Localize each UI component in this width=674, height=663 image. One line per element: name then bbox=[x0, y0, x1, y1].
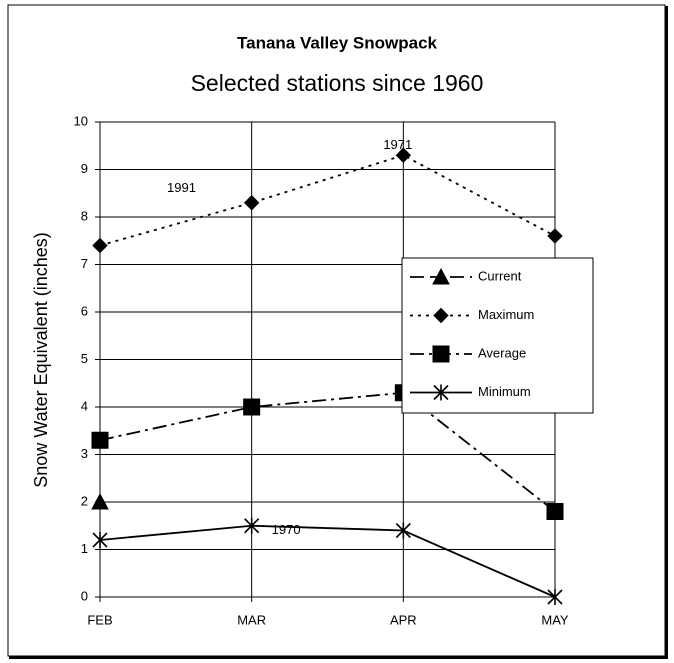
y-tick-label: 7 bbox=[81, 256, 88, 271]
legend-marker bbox=[432, 345, 450, 363]
data-point bbox=[92, 237, 108, 254]
legend-label: Current bbox=[478, 268, 522, 283]
annotation: 1970 bbox=[272, 522, 301, 537]
legend-marker bbox=[433, 384, 449, 401]
y-tick-label: 6 bbox=[81, 303, 88, 318]
data-point bbox=[91, 492, 109, 510]
chart-title: Tanana Valley Snowpack bbox=[237, 33, 438, 52]
series-line bbox=[99, 154, 556, 247]
x-tick-label: FEB bbox=[87, 612, 112, 627]
legend-label: Average bbox=[478, 345, 526, 360]
data-point bbox=[546, 503, 564, 520]
y-tick-label: 4 bbox=[81, 398, 88, 413]
y-tick-label: 8 bbox=[81, 208, 88, 223]
data-point bbox=[243, 195, 260, 211]
y-tick-label: 9 bbox=[81, 161, 88, 176]
data-point bbox=[91, 431, 109, 449]
legend-label: Maximum bbox=[478, 307, 534, 322]
legend-marker bbox=[432, 267, 450, 285]
legend-marker bbox=[433, 307, 449, 324]
series-line bbox=[99, 524, 556, 598]
x-tick-label: MAR bbox=[237, 612, 266, 627]
y-tick-label: 0 bbox=[81, 588, 88, 603]
data-point bbox=[243, 398, 261, 416]
y-axis-label: Snow Water Equivalent (inches) bbox=[31, 232, 51, 487]
y-tick-label: 10 bbox=[74, 113, 88, 128]
data-point bbox=[244, 517, 260, 534]
data-point bbox=[92, 532, 108, 548]
legend-label: Minimum bbox=[478, 384, 531, 399]
annotation: 1971 bbox=[383, 137, 412, 152]
annotation: 1991 bbox=[167, 180, 196, 195]
chart-subtitle: Selected stations since 1960 bbox=[191, 70, 484, 96]
data-point bbox=[395, 522, 411, 539]
x-tick-label: APR bbox=[390, 612, 417, 627]
data-point bbox=[547, 228, 563, 244]
x-tick-label: MAY bbox=[541, 612, 569, 627]
y-tick-label: 5 bbox=[81, 351, 88, 366]
y-tick-label: 3 bbox=[81, 446, 88, 461]
data-point bbox=[547, 589, 563, 605]
y-tick-label: 2 bbox=[81, 493, 88, 508]
data-point bbox=[395, 147, 412, 163]
y-tick-label: 1 bbox=[81, 541, 88, 556]
